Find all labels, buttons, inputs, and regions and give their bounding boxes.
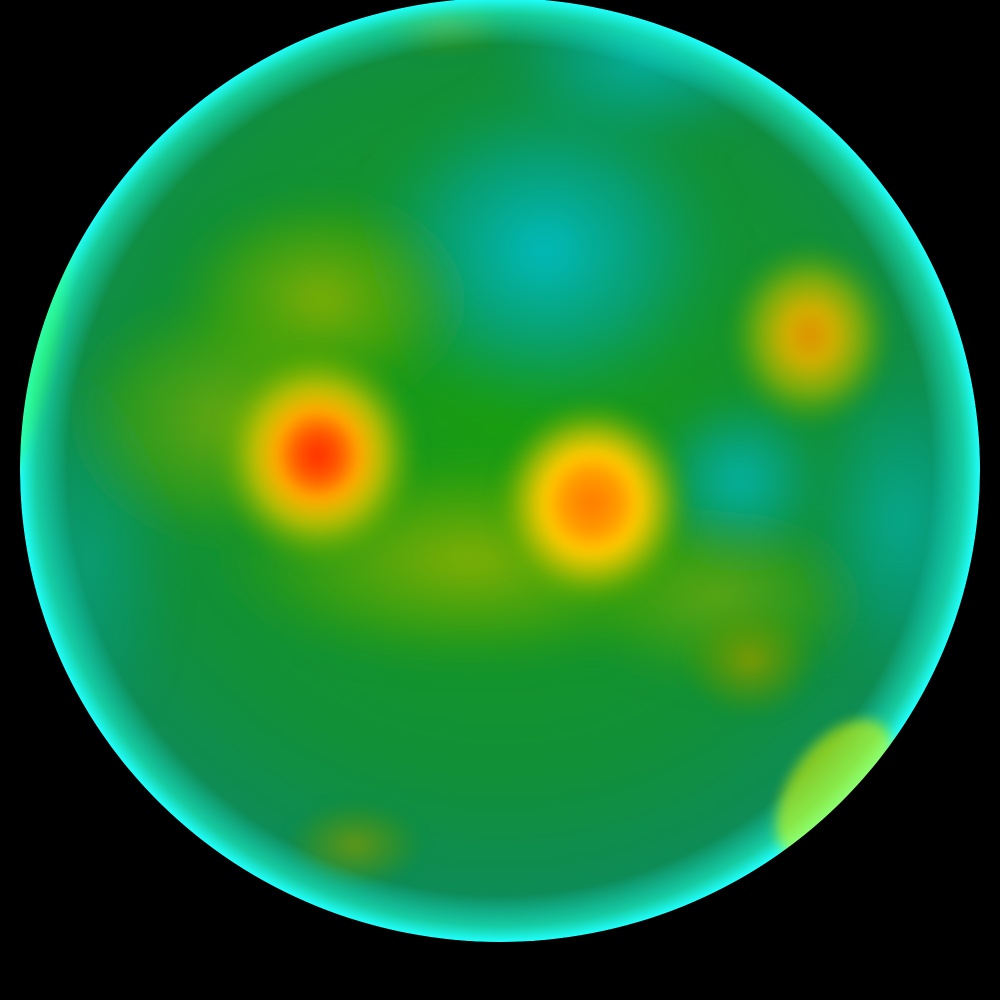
sphere-rim-glow bbox=[20, 0, 980, 942]
